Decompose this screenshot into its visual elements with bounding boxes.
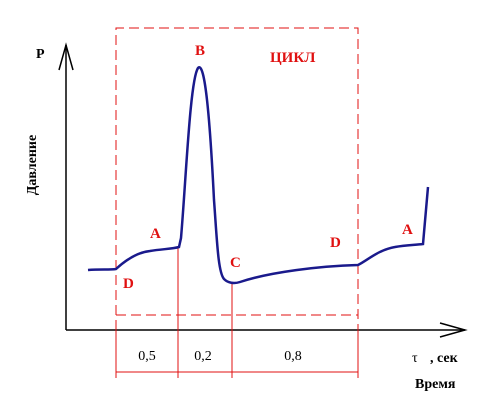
duration-label: 0,2 [194,349,212,364]
x-arrow [439,322,468,338]
x-title: Время [415,377,456,392]
cycle-label: ЦИКЛ [270,50,315,66]
duration-label: 0,5 [138,349,156,364]
y-arrow [58,42,74,71]
point-label: D [123,276,134,292]
duration-label: 0,8 [284,349,302,364]
y-title: Давление [25,135,40,195]
point-label: A [150,226,161,242]
y-label: P [36,47,45,62]
point-label: A [402,222,413,238]
x-symbol: τ [412,351,418,366]
cycle-box [115,27,359,330]
point-label: C [230,255,241,271]
pressure-curve [87,66,430,285]
point-label: B [195,43,205,59]
x-unit: , сек [430,351,459,366]
duration-lines [115,248,359,378]
point-label: D [330,235,341,251]
